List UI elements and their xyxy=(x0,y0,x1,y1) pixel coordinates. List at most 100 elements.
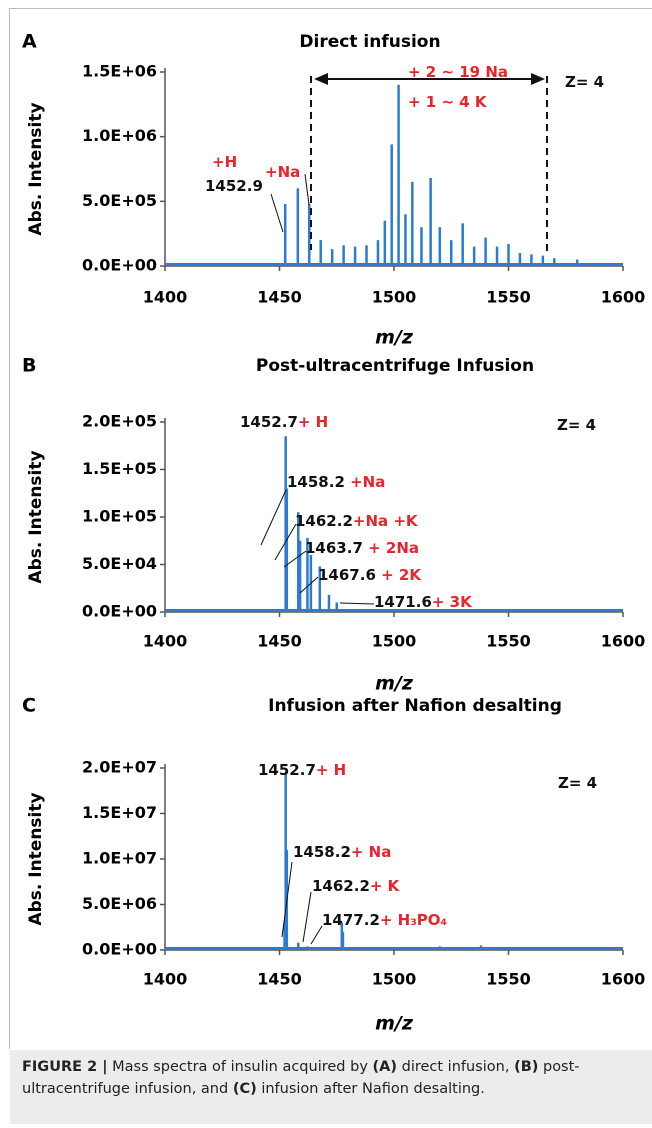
y-tick-label: 5.0E+04 xyxy=(82,554,157,573)
annotation-label: 1452.7 xyxy=(258,761,316,779)
panel-letter: C xyxy=(22,695,36,717)
y-axis-label: Abs. Intensity xyxy=(26,450,46,583)
leader-line xyxy=(283,550,307,568)
x-tick-label: 1550 xyxy=(486,632,531,651)
annotation-label: 1477.2 xyxy=(322,911,380,929)
annotation-note: + H xyxy=(298,413,328,431)
leader-line xyxy=(302,891,312,943)
leader-line xyxy=(281,861,293,938)
caption-text: (A) xyxy=(372,1059,397,1075)
annotation-label: 1463.7 xyxy=(305,539,363,557)
figure: A Direct infusion Abs. Intensity m/z 0.0E+00… xyxy=(22,31,646,1035)
y-tick-label: 5.0E+05 xyxy=(82,191,157,210)
annotation: 1462.2+ K xyxy=(312,877,401,895)
annotation-note: +Na xyxy=(345,473,385,491)
x-tick-label: 1450 xyxy=(257,970,302,989)
annotation-note: +Na xyxy=(265,163,300,181)
x-tick-label: 1550 xyxy=(486,970,531,989)
annotation: 1467.6 + 2K xyxy=(318,566,422,584)
x-tick-label: 1550 xyxy=(486,288,531,307)
annotation-note: + Na xyxy=(351,843,391,861)
y-axis-label: Abs. Intensity xyxy=(26,102,46,235)
arrow-head xyxy=(531,73,545,85)
annotation-note: + K xyxy=(370,877,401,895)
y-tick-label: 0.0E+00 xyxy=(82,256,157,275)
annotation-note: + 3K xyxy=(432,593,473,611)
annotation: Z= 4 xyxy=(557,416,596,434)
caption-text: (B) xyxy=(514,1059,539,1075)
annotation: 1458.2 +Na xyxy=(287,473,385,491)
annotation-label: 1458.2 xyxy=(293,843,351,861)
annotation: + 1 ~ 4 K xyxy=(408,93,488,111)
annotation: Z= 4 xyxy=(558,774,597,792)
annotation: 1463.7 + 2Na xyxy=(305,539,419,557)
annotation-note: +H xyxy=(212,153,237,171)
x-tick-label: 1500 xyxy=(372,632,417,651)
y-tick-label: 2.0E+05 xyxy=(82,412,157,431)
annotation-label: 1462.2 xyxy=(312,877,370,895)
arrow-head xyxy=(314,73,328,85)
y-axis-label: Abs. Intensity xyxy=(26,792,46,925)
annotation: + 2 ~ 19 Na xyxy=(408,63,508,81)
annotation: 1477.2+ H₃PO₄ xyxy=(322,911,447,929)
annotation-label: 1471.6 xyxy=(374,593,432,611)
panel-letter: B xyxy=(22,355,36,377)
caption-text: (C) xyxy=(232,1081,257,1097)
x-tick-label: 1600 xyxy=(601,632,646,651)
chart-title: Direct infusion xyxy=(299,32,440,52)
y-tick-label: 0.0E+00 xyxy=(82,940,157,959)
caption-text: post-ultracentrifuge infusion, and xyxy=(22,1059,580,1097)
annotation-label: 1452.9 xyxy=(205,177,263,195)
y-tick-label: 1.5E+05 xyxy=(82,459,157,478)
y-tick-label: 1.5E+06 xyxy=(82,62,157,81)
x-tick-label: 1600 xyxy=(601,970,646,989)
leader-line xyxy=(310,925,323,945)
annotation: +H xyxy=(212,153,237,171)
x-tick-label: 1400 xyxy=(143,970,188,989)
annotation-label: 1458.2 xyxy=(287,473,345,491)
caption-text: infusion after Nafion desalting. xyxy=(256,1081,485,1097)
y-tick-label: 1.5E+07 xyxy=(82,803,157,822)
x-tick-label: 1400 xyxy=(143,632,188,651)
leader-line xyxy=(339,602,375,605)
chart-title: Infusion after Nafion desalting xyxy=(268,696,562,716)
y-tick-label: 1.0E+07 xyxy=(82,849,157,868)
annotation-label: 1467.6 xyxy=(318,566,376,584)
leader-line xyxy=(304,173,310,206)
annotation-label: Z= 4 xyxy=(565,73,604,91)
y-tick-label: 2.0E+07 xyxy=(82,758,157,777)
annotation: Z= 4 xyxy=(565,73,604,91)
y-tick-label: 1.0E+06 xyxy=(82,126,157,145)
x-tick-label: 1500 xyxy=(372,288,417,307)
x-axis-label: m/z xyxy=(375,673,414,695)
annotation: 1452.7+ H xyxy=(258,761,346,779)
caption-lead: FIGURE 2 | xyxy=(22,1059,108,1075)
y-tick-label: 0.0E+00 xyxy=(82,602,157,621)
leader-line xyxy=(274,523,297,561)
x-tick-label: 1500 xyxy=(372,970,417,989)
annotation-label: Z= 4 xyxy=(558,774,597,792)
x-tick-label: 1400 xyxy=(143,288,188,307)
y-tick-label: 1.0E+05 xyxy=(82,507,157,526)
panel-letter: A xyxy=(22,31,37,53)
annotation: 1452.7+ H xyxy=(240,413,328,431)
caption-text: direct infusion, xyxy=(397,1059,515,1075)
figure-frame xyxy=(9,8,652,1049)
annotation-note: + 2 ~ 19 Na xyxy=(408,63,508,81)
annotation: 1471.6+ 3K xyxy=(374,593,473,611)
annotation: +Na xyxy=(265,163,300,181)
x-tick-label: 1600 xyxy=(601,288,646,307)
x-axis-label: m/z xyxy=(375,327,414,349)
x-axis-label: m/z xyxy=(375,1013,414,1035)
annotation-note: + 2Na xyxy=(363,539,419,557)
x-tick-label: 1450 xyxy=(257,288,302,307)
annotation-label: 1452.7 xyxy=(240,413,298,431)
chart-title: Post-ultracentrifuge Infusion xyxy=(256,356,534,376)
annotation-note: + H₃PO₄ xyxy=(380,911,447,929)
annotation: 1462.2+Na +K xyxy=(295,512,419,530)
leader-line xyxy=(270,193,284,233)
annotation: 1458.2+ Na xyxy=(293,843,391,861)
y-tick-label: 5.0E+06 xyxy=(82,894,157,913)
caption-text: Mass spectra of insulin acquired by xyxy=(107,1059,373,1075)
